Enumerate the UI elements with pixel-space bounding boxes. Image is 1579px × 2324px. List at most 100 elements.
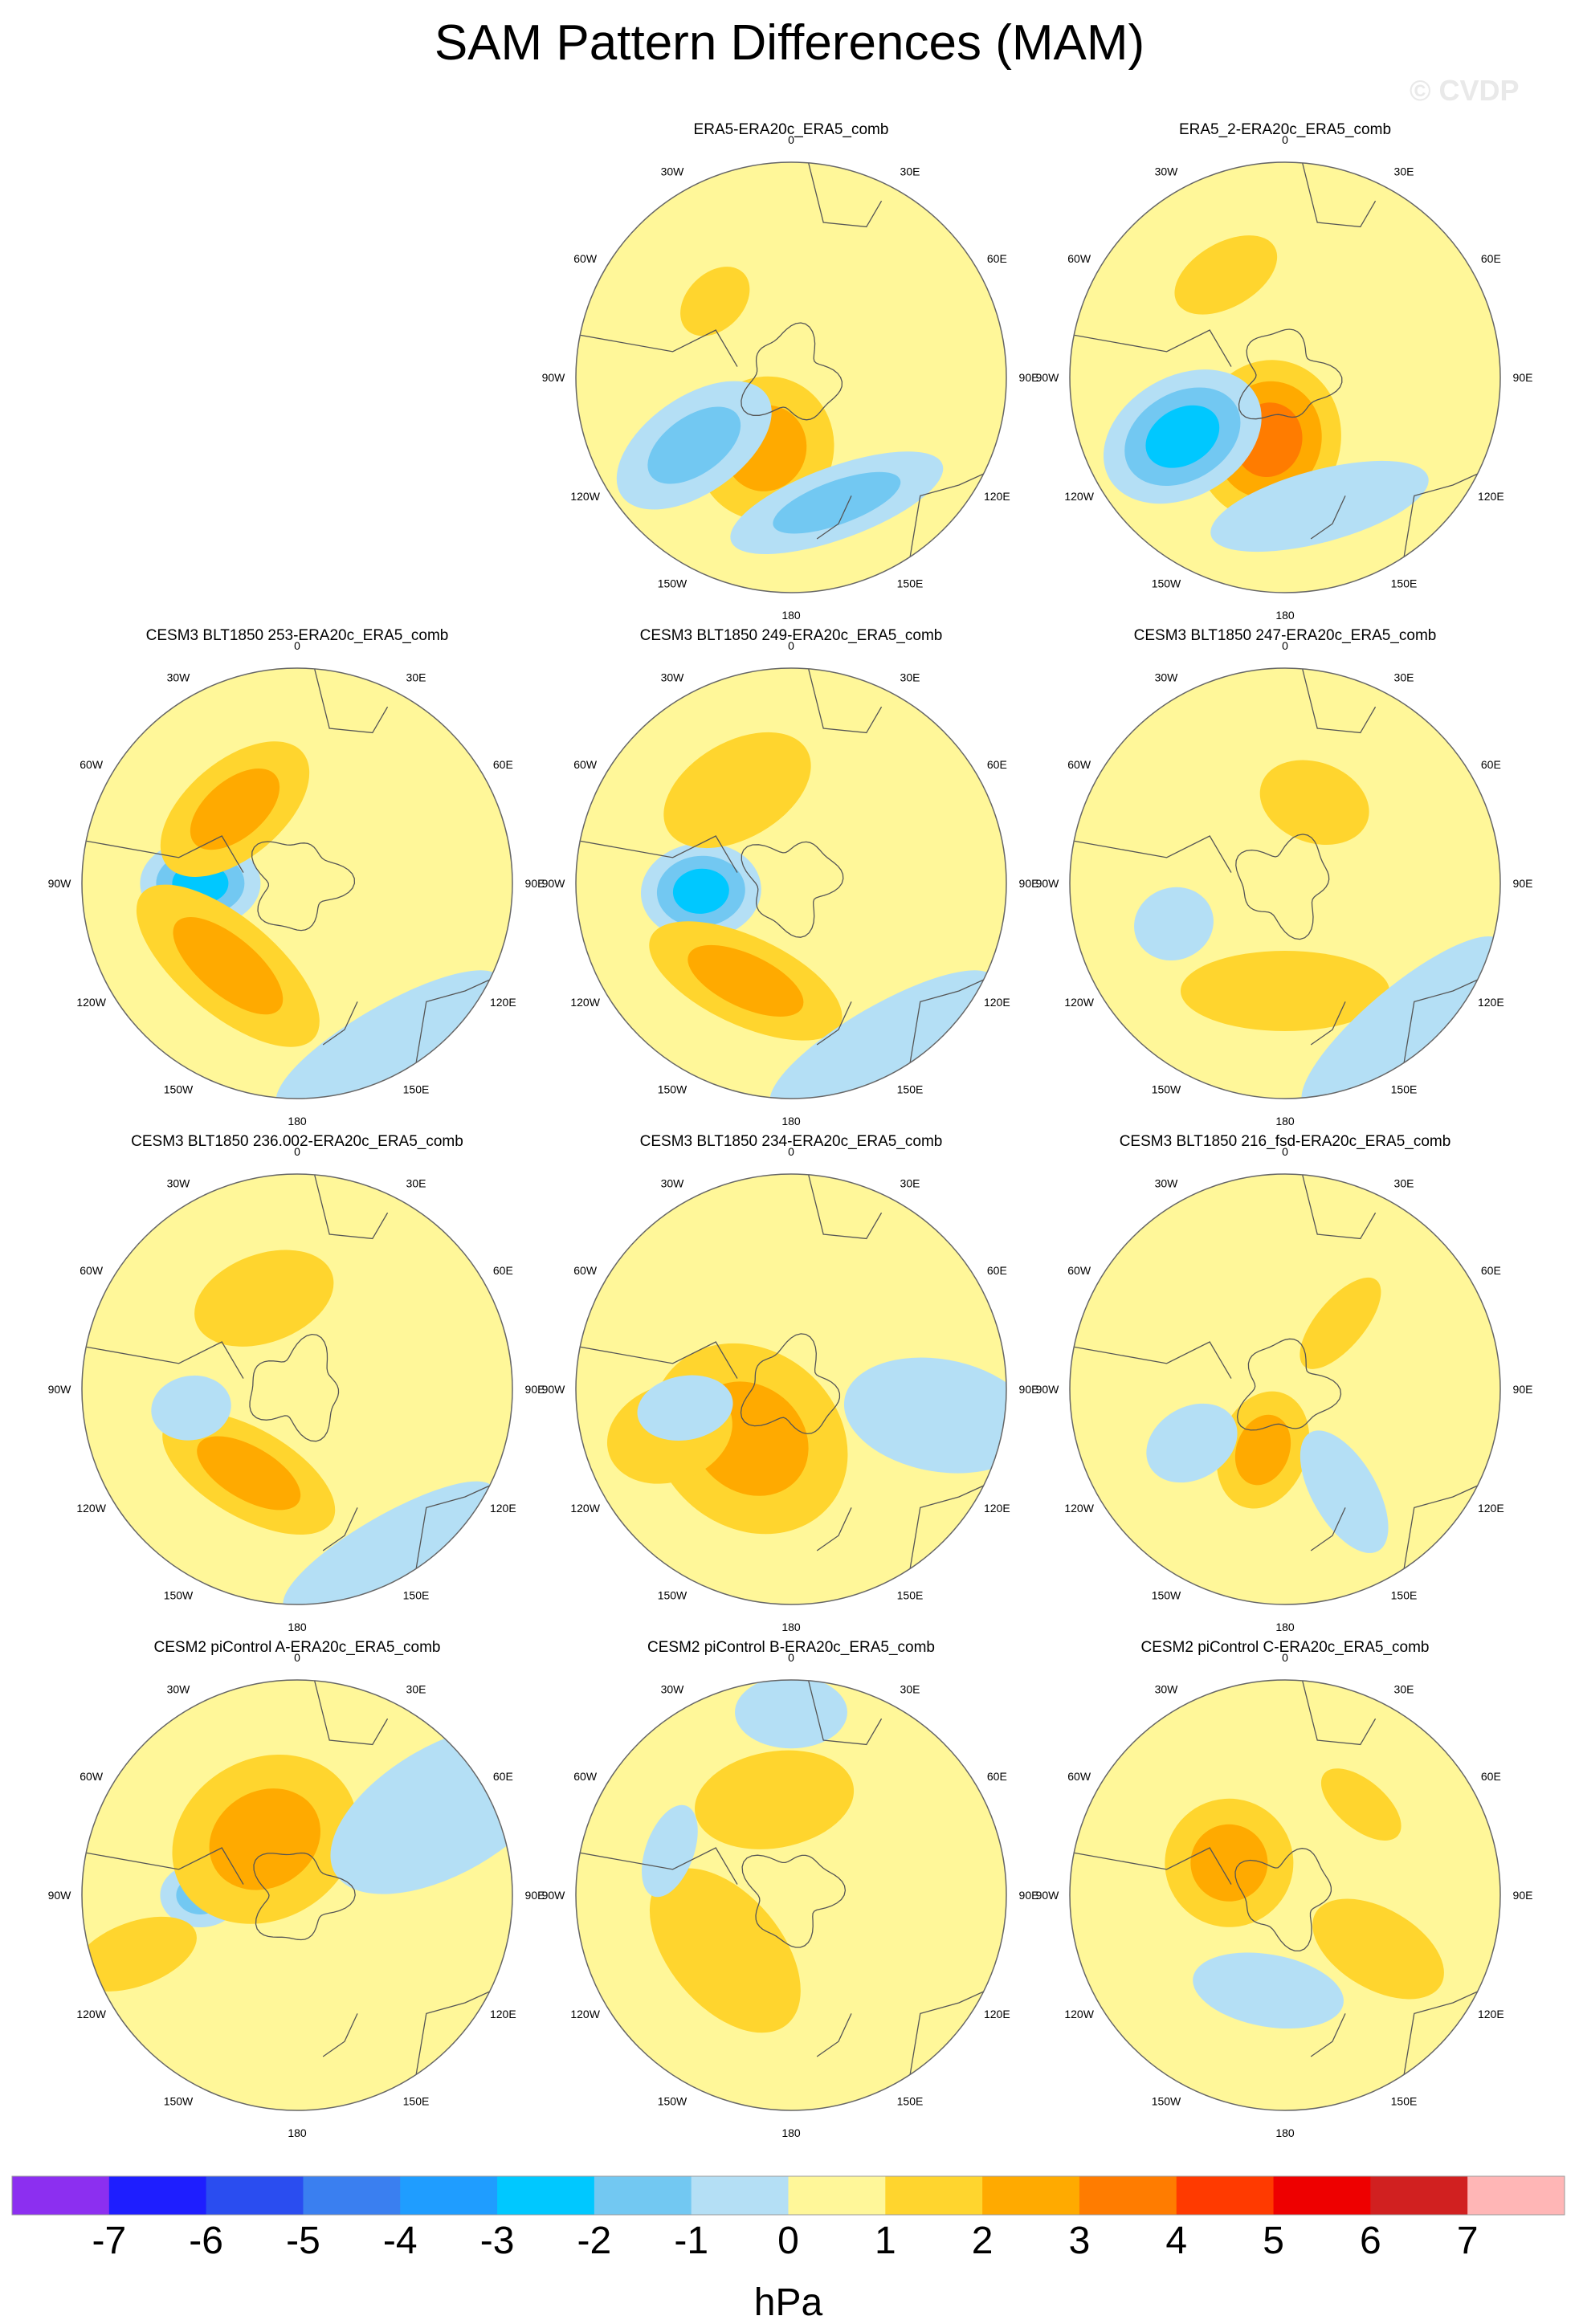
panel-title: CESM2 piControl C-ERA20c_ERA5_comb [1140, 1639, 1429, 1656]
longitude-label: 90W [1036, 877, 1060, 890]
colorbar-swatch [788, 2176, 886, 2215]
colorbar-tick-label: -1 [674, 2220, 708, 2262]
longitude-label: 90E [1513, 371, 1533, 384]
longitude-label: 0 [1282, 639, 1288, 652]
longitude-label: 60E [987, 758, 1007, 771]
longitude-label: 150W [658, 2094, 687, 2107]
contour-fill [1190, 1824, 1268, 1902]
longitude-label: 60E [493, 1770, 513, 1783]
contour-fill [194, 1250, 334, 1347]
colorbar-swatch [594, 2176, 692, 2215]
longitude-label: 60W [573, 758, 598, 771]
longitude-label: 60E [1481, 1770, 1501, 1783]
map-boundary [1069, 161, 1501, 593]
new-zealand-coastline [322, 1001, 358, 1046]
contour-fill [1174, 235, 1278, 315]
colorbar-frame [11, 2175, 1565, 2216]
longitude-label: 150E [1391, 1588, 1418, 1601]
colorbar-tick-label: 1 [875, 2220, 896, 2262]
map-boundary [81, 1173, 513, 1605]
antarctica-coastline [251, 841, 356, 932]
longitude-label: 180 [288, 1115, 307, 1127]
contour-fill [1145, 405, 1220, 468]
new-zealand-coastline [816, 1001, 852, 1046]
contour-fill [1181, 951, 1389, 1031]
longitude-label: 30W [661, 671, 685, 684]
longitude-label: 120W [76, 2008, 106, 2020]
longitude-label: 60E [1481, 1264, 1501, 1277]
panel-title: CESM3 BLT1850 216_fsd-ERA20c_ERA5_comb [1120, 1133, 1451, 1150]
panel-title: CESM3 BLT1850 236.002-ERA20c_ERA5_comb [131, 1133, 463, 1150]
longitude-label: 150E [1391, 2094, 1418, 2107]
longitude-label: 0 [294, 1651, 300, 1664]
longitude-label: 150W [164, 1082, 194, 1095]
longitude-label: 30E [1394, 1177, 1414, 1190]
map-background-field [82, 1174, 512, 1604]
contour-fill [695, 1750, 855, 1849]
longitude-label: 90E [1513, 1383, 1533, 1396]
south-america-coastline [1070, 1847, 1232, 1885]
longitude-label: 30E [900, 1177, 920, 1190]
longitude-label: 120E [490, 1502, 516, 1515]
colorbar-unit-label: hPa [754, 2281, 823, 2324]
contour-fill [1259, 760, 1369, 845]
antarctica-coastline [1234, 1848, 1332, 1952]
longitude-label: 60W [573, 1770, 598, 1783]
map-background-field [576, 1680, 1006, 2110]
africa-coastline [313, 668, 389, 734]
longitude-label: 90E [525, 877, 545, 890]
antarctica-coastline [249, 1333, 340, 1442]
longitude-label: 60W [1067, 758, 1091, 771]
new-zealand-coastline [1310, 495, 1346, 540]
contour-fill [173, 917, 284, 1015]
map-boundary [81, 1679, 513, 2111]
map-boundary [1069, 1679, 1501, 2111]
colorbar-swatch [982, 2176, 1080, 2215]
contour-fill [190, 769, 280, 850]
south-america-coastline [82, 1341, 244, 1379]
longitude-label: 150W [1152, 2094, 1181, 2107]
contour-fill [769, 970, 996, 1099]
africa-coastline [1301, 668, 1377, 734]
new-zealand-coastline [1310, 2013, 1346, 2057]
longitude-label: 90W [1036, 371, 1060, 384]
longitude-label: 60E [987, 1264, 1007, 1277]
longitude-label: 90W [48, 877, 72, 890]
longitude-label: 120E [984, 2008, 1010, 2020]
contour-fill [1312, 1898, 1444, 2000]
contour-fill [773, 471, 901, 534]
longitude-label: 180 [1275, 2126, 1295, 2139]
south-america-coastline [1070, 1341, 1232, 1379]
longitude-label: 150W [1152, 1082, 1181, 1095]
longitude-label: 120W [76, 996, 106, 1009]
longitude-label: 150E [1391, 1082, 1418, 1095]
longitude-label: 30W [167, 1683, 191, 1696]
longitude-label: 60W [1067, 252, 1091, 265]
longitude-label: 90E [1019, 1383, 1039, 1396]
longitude-label: 60W [80, 1264, 104, 1277]
africa-coastline [313, 1174, 389, 1240]
africa-coastline [807, 1174, 883, 1240]
africa-coastline [1301, 162, 1377, 228]
colorbar-tick-label: -4 [383, 2220, 418, 2262]
australia-coastline [1402, 1474, 1500, 1572]
longitude-label: 120W [570, 996, 600, 1009]
longitude-label: 90E [1019, 371, 1039, 384]
longitude-label: 120W [1064, 490, 1094, 503]
longitude-label: 90W [542, 1889, 566, 1902]
australia-coastline [908, 1474, 1006, 1572]
africa-coastline [807, 668, 883, 734]
longitude-label: 90W [48, 1383, 72, 1396]
longitude-label: 180 [1275, 1115, 1295, 1127]
longitude-label: 0 [294, 639, 300, 652]
contour-fill [197, 1436, 301, 1511]
panel-title: CESM2 piControl A-ERA20c_ERA5_comb [154, 1639, 441, 1656]
map-boundary [575, 667, 1007, 1099]
contour-fill [680, 267, 750, 336]
longitude-label: 120E [490, 996, 516, 1009]
